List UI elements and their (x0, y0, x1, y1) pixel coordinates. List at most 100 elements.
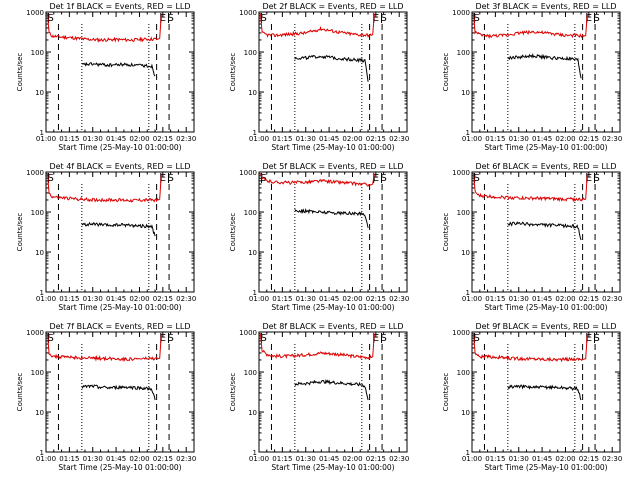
x-tick-label: 02:30 (602, 455, 622, 463)
panel-title: Det 4f BLACK = Events, RED = LLD (49, 162, 190, 171)
panel-title: Det 1f BLACK = Events, RED = LLD (49, 2, 190, 11)
y-tick-label: 1 (466, 449, 470, 457)
x-tick-label: 02:15 (579, 295, 599, 303)
x-tick-label: 01:45 (532, 455, 552, 463)
y-tick-label: 100 (457, 369, 470, 377)
x-tick-label: 01:00 (36, 455, 56, 463)
x-tick-label: 01:15 (272, 135, 292, 143)
x-tick-label: 02:30 (389, 455, 409, 463)
x-tick-label: 01:15 (59, 295, 79, 303)
detector-panel: Det 4f BLACK = Events, RED = LLD 1 10 100 10… (16, 162, 196, 312)
x-tick-label: 02:30 (602, 135, 622, 143)
event-marker-label: S (594, 333, 600, 344)
series-line (507, 384, 582, 401)
x-tick-label: 02:15 (366, 455, 386, 463)
event-marker-label: E (373, 13, 379, 24)
y-tick-label: 1000 (26, 9, 44, 17)
y-tick-label: 100 (244, 369, 257, 377)
x-tick-label: 01:15 (272, 455, 292, 463)
y-axis-label: Counts/sec (229, 213, 237, 252)
series-line (260, 173, 375, 187)
x-axis-label: Start Time (25-May-10 01:00:00) (58, 143, 181, 152)
panel-title: Det 5f BLACK = Events, RED = LLD (262, 162, 403, 171)
detector-panel: Det 9f BLACK = Events, RED = LLD 1 10 100 10… (442, 322, 622, 472)
panel-title: Det 7f BLACK = Events, RED = LLD (49, 322, 190, 331)
plot-frame (45, 331, 195, 453)
y-tick-label: 1 (253, 449, 257, 457)
y-tick-label: 100 (457, 49, 470, 57)
event-marker-label: S (474, 13, 480, 24)
series-line (81, 384, 156, 401)
y-tick-label: 1 (466, 289, 470, 297)
event-marker-label: E (586, 173, 592, 184)
series-line (260, 333, 375, 360)
x-tick-label: 02:30 (389, 135, 409, 143)
event-marker-label: S (48, 333, 54, 344)
x-tick-label: 01:30 (296, 455, 316, 463)
y-axis-label: Counts/sec (16, 53, 24, 92)
x-tick-label: 02:00 (129, 455, 149, 463)
event-marker-label: S (474, 333, 480, 344)
panel-title: Det 2f BLACK = Events, RED = LLD (262, 2, 403, 11)
event-marker-label: S (168, 13, 174, 24)
x-tick-label: 01:45 (319, 135, 339, 143)
series-line (260, 13, 375, 39)
y-tick-label: 1 (466, 129, 470, 137)
x-axis-label: Start Time (25-May-10 01:00:00) (484, 463, 607, 472)
x-axis-label: Start Time (25-May-10 01:00:00) (271, 463, 394, 472)
series-line (294, 54, 369, 82)
x-tick-label: 02:00 (342, 295, 362, 303)
x-tick-label: 01:30 (509, 295, 529, 303)
x-tick-label: 01:30 (83, 455, 103, 463)
x-tick-label: 01:15 (59, 455, 79, 463)
x-tick-label: 01:30 (296, 295, 316, 303)
y-tick-label: 1 (253, 289, 257, 297)
y-tick-label: 10 (461, 409, 470, 417)
x-tick-label: 02:15 (579, 135, 599, 143)
detector-panel: Det 2f BLACK = Events, RED = LLD 1 10 100 10… (229, 2, 409, 152)
x-tick-label: 01:30 (83, 295, 103, 303)
x-tick-label: 02:15 (153, 135, 173, 143)
y-axis-label: Counts/sec (16, 373, 24, 412)
series-line (47, 13, 162, 44)
event-marker-label: E (373, 173, 379, 184)
x-tick-label: 01:15 (272, 295, 292, 303)
plot-frame (471, 171, 621, 293)
event-marker-label: S (168, 333, 174, 344)
y-tick-label: 10 (248, 249, 257, 257)
y-tick-label: 10 (35, 409, 44, 417)
y-tick-label: 100 (31, 209, 44, 217)
x-tick-label: 02:00 (555, 455, 575, 463)
x-tick-label: 01:15 (485, 295, 505, 303)
x-tick-label: 01:00 (36, 295, 56, 303)
y-tick-label: 1000 (239, 169, 257, 177)
event-marker-label: S (48, 173, 54, 184)
panel-title: Det 8f BLACK = Events, RED = LLD (262, 322, 403, 331)
detector-panel: Det 5f BLACK = Events, RED = LLD 1 10 100 10… (229, 162, 409, 312)
detector-panel: Det 6f BLACK = Events, RED = LLD 1 10 100 10… (442, 162, 622, 312)
panel-title: Det 9f BLACK = Events, RED = LLD (475, 322, 616, 331)
x-tick-label: 01:45 (106, 135, 126, 143)
series-line (473, 173, 588, 203)
series-line (81, 221, 156, 237)
x-tick-label: 02:15 (366, 135, 386, 143)
plot-frame (45, 11, 195, 133)
series-line (47, 333, 162, 363)
y-tick-label: 10 (461, 89, 470, 97)
x-tick-label: 01:30 (509, 455, 529, 463)
y-tick-label: 1 (40, 449, 44, 457)
series-line (294, 378, 369, 401)
x-axis-label: Start Time (25-May-10 01:00:00) (58, 303, 181, 312)
panel-title: Det 3f BLACK = Events, RED = LLD (475, 2, 616, 11)
y-tick-label: 1 (253, 129, 257, 137)
x-tick-label: 01:00 (462, 455, 482, 463)
y-tick-label: 10 (35, 249, 44, 257)
x-tick-label: 02:30 (176, 455, 196, 463)
event-marker-label: E (160, 333, 166, 344)
series-line (81, 61, 156, 77)
plot-frame (471, 11, 621, 133)
event-marker-label: E (160, 13, 166, 24)
event-marker-label: E (586, 333, 592, 344)
x-tick-label: 01:00 (249, 455, 269, 463)
